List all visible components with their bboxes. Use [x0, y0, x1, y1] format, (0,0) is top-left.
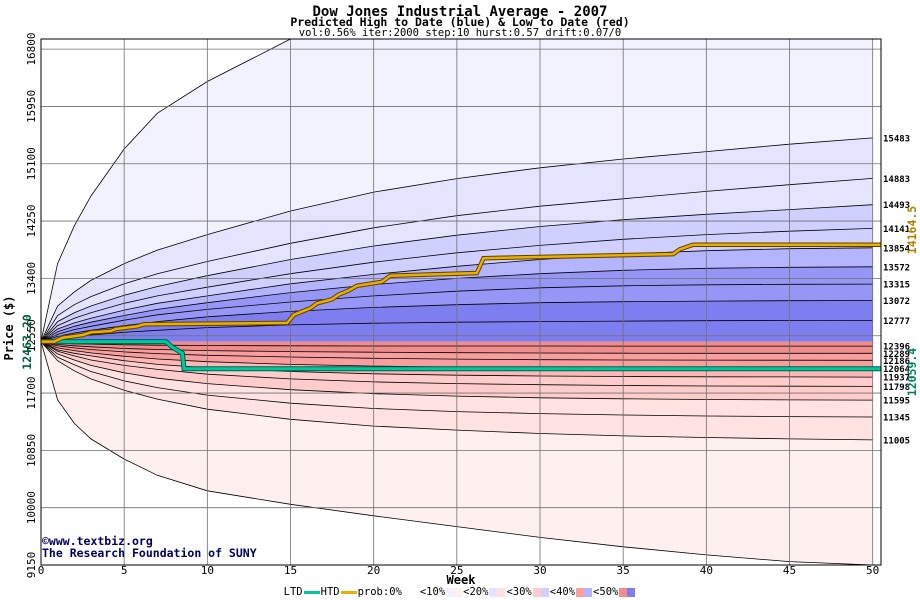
y-tick-15100: 15100 [25, 147, 38, 180]
legend-swatch-40 [576, 587, 593, 597]
chart-parameters: vol:0.56% iter:2000 step:10 hurst:0.57 d… [298, 27, 622, 39]
y-tick-14250: 14250 [25, 205, 38, 238]
legend-p50-label: <50% [593, 586, 619, 598]
x-tick-labels: 0 5 10 15 20 25 30 35 40 45 50 [38, 564, 880, 577]
chart-svg: 0 5 10 15 20 25 30 35 40 45 50 9150 10000 10850 11700… [2, 33, 919, 586]
predicted-paths [41, 242, 881, 372]
low-band-area-11345 [41, 341, 873, 417]
x-axis-label: Week [447, 573, 477, 586]
y-tick-10850: 10850 [25, 434, 38, 467]
legend-htd-label: HTD [320, 586, 340, 598]
chart-title: Dow Jones Industrial Average - 2007 [312, 4, 608, 20]
band-label-13072: 13072 [883, 297, 910, 307]
band-label-13854: 13854 [883, 244, 911, 254]
band-label-11798: 11798 [883, 383, 910, 393]
x-tick-5: 5 [121, 564, 128, 577]
band-label-11595: 11595 [883, 397, 910, 407]
legend: LTD HTD prob:0% <10% <20% <30% <40% <50% [0, 586, 920, 598]
x-tick-30: 30 [533, 564, 546, 577]
band-label-13572: 13572 [883, 263, 910, 273]
y-tick-11700: 11700 [25, 376, 38, 409]
start-price-label: 12463.20 [20, 314, 34, 369]
x-tick-20: 20 [367, 564, 380, 577]
ltd-current-label: 12059.4 [905, 348, 919, 397]
band-label-14883: 14883 [883, 175, 910, 185]
x-tick-15: 15 [284, 564, 297, 577]
high-band-area-13315 [41, 284, 873, 342]
y-axis-label: Price ($) [2, 295, 16, 360]
y-tick-9150: 9150 [25, 552, 38, 579]
legend-prob-label: prob:0% [357, 586, 402, 598]
legend-p40-label: <40% [549, 586, 576, 598]
htd-path [41, 243, 881, 343]
legend-ltd-swatch [303, 590, 320, 594]
band-value-labels: 15483 14883 14493 14141 13854 13572 13315 13072… [883, 134, 911, 446]
htd-current-label: 14164.5 [905, 206, 919, 255]
x-tick-40: 40 [700, 564, 713, 577]
low-band-area-11595 [41, 341, 873, 401]
legend-swatch-20 [489, 587, 506, 597]
credit-organization: The Research Foundation of SUNY [42, 546, 257, 560]
low-band-area-11798 [41, 341, 873, 387]
credit-website: ©www.textbiz.org [42, 534, 153, 548]
x-tick-10: 10 [201, 564, 214, 577]
band-label-13315: 13315 [883, 281, 910, 291]
x-tick-25: 25 [450, 564, 463, 577]
band-label-12396: 12396 [883, 343, 910, 353]
y-tick-labels: 9150 10000 10850 11700 12550 13400 14250 15100 1… [25, 33, 38, 579]
x-tick-45: 45 [783, 564, 796, 577]
y-tick-10000: 10000 [25, 491, 38, 524]
legend-ltd-label: LTD [283, 586, 303, 598]
high-band-area-outer [41, 39, 873, 342]
y-tick-12550: 12550 [25, 319, 38, 352]
legend-swatch-30 [532, 587, 549, 597]
legend-p10-label: <10% [419, 586, 446, 598]
band-label-14493: 14493 [883, 201, 910, 211]
legend-swatch-0 [402, 587, 419, 597]
low-band-area-12186 [41, 341, 873, 361]
band-label-15483: 15483 [883, 134, 910, 144]
band-label-12186: 12186 [883, 357, 910, 367]
band-label-11005: 11005 [883, 436, 910, 446]
chart-subtitle: Predicted High to Date (blue) & Low to D… [290, 15, 630, 29]
band-label-12064: 12064 [883, 365, 911, 375]
x-tick-0: 0 [38, 564, 45, 577]
band-label-14141: 14141 [883, 225, 910, 235]
y-tick-13400: 13400 [25, 262, 38, 295]
band-label-11345: 11345 [883, 414, 910, 424]
high-band-area-15483 [41, 137, 873, 342]
ltd-path [41, 340, 881, 371]
band-label-12289: 12289 [883, 350, 910, 360]
legend-p20-label: <20% [463, 586, 489, 598]
envelope-high-line [41, 39, 873, 342]
band-label-12777: 12777 [883, 317, 910, 327]
legend-htd-swatch [340, 590, 357, 594]
legend-swatch-50 [619, 587, 636, 597]
band-label-11937: 11937 [883, 374, 910, 384]
y-tick-16800: 16800 [25, 33, 38, 66]
low-band-area-12064 [41, 341, 873, 369]
legend-swatch-10 [446, 587, 463, 597]
x-tick-50: 50 [866, 564, 879, 577]
legend-p30-label: <30% [506, 586, 532, 598]
plot-frame [40, 38, 882, 566]
y-tick-15950: 15950 [25, 90, 38, 123]
x-tick-35: 35 [617, 564, 630, 577]
